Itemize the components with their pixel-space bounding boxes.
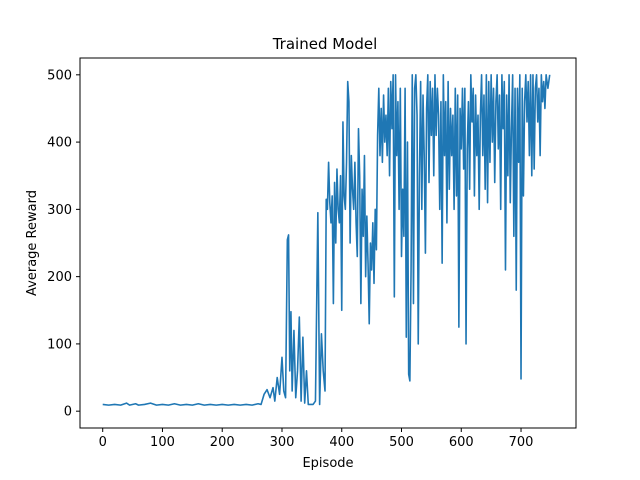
x-tick-label: 600	[449, 435, 474, 450]
x-tick-label: 400	[329, 435, 354, 450]
y-tick-label: 100	[47, 337, 72, 352]
series-line-0	[102, 74, 551, 406]
y-axis-ticks: 0 100 200 300 400 500	[47, 68, 80, 420]
axes-frame	[79, 57, 577, 429]
x-tick-label: 0	[99, 435, 107, 450]
chart-title: Trained Model	[272, 35, 378, 53]
x-tick-label: 300	[270, 435, 295, 450]
y-tick-label: 200	[47, 270, 72, 285]
y-axis-title: Average Reward	[25, 190, 40, 296]
plot-area	[102, 74, 551, 406]
x-axis-title: Episode	[302, 456, 353, 471]
x-tick-label: 200	[210, 435, 235, 450]
x-axis-ticks: 0 100 200 300 400 500 600 700	[99, 428, 534, 450]
y-tick-label: 0	[64, 405, 72, 420]
x-tick-label: 500	[389, 435, 414, 450]
x-tick-label: 700	[509, 435, 534, 450]
x-tick-label: 100	[150, 435, 175, 450]
y-tick-label: 400	[47, 136, 72, 151]
y-tick-label: 300	[47, 203, 72, 218]
y-tick-label: 500	[47, 68, 72, 83]
